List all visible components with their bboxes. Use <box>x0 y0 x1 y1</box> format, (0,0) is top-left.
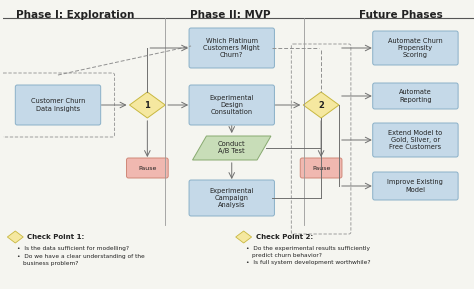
Text: Future Phases: Future Phases <box>359 10 442 20</box>
FancyBboxPatch shape <box>300 158 342 178</box>
Text: •  Is the data sufficient for modelling?: • Is the data sufficient for modelling? <box>17 246 129 251</box>
Text: Pause: Pause <box>138 166 156 171</box>
Text: Improve Existing
Model: Improve Existing Model <box>387 179 443 193</box>
Text: Experimental
Design
Consultation: Experimental Design Consultation <box>210 95 254 115</box>
Text: business problem?: business problem? <box>23 261 79 266</box>
Polygon shape <box>129 92 165 118</box>
Text: predict churn behavior?: predict churn behavior? <box>252 253 321 258</box>
FancyBboxPatch shape <box>373 172 458 200</box>
Text: Automate
Reporting: Automate Reporting <box>399 89 432 103</box>
Polygon shape <box>236 231 252 243</box>
Text: Check Point 1:: Check Point 1: <box>27 234 84 240</box>
FancyBboxPatch shape <box>189 28 274 68</box>
FancyBboxPatch shape <box>127 158 168 178</box>
FancyBboxPatch shape <box>15 85 100 125</box>
Text: Pause: Pause <box>312 166 330 171</box>
Text: 2: 2 <box>318 101 324 110</box>
Text: Customer Churn
Data Insights: Customer Churn Data Insights <box>31 98 85 112</box>
Text: Conduct
A/B Test: Conduct A/B Test <box>218 142 246 155</box>
FancyBboxPatch shape <box>189 180 274 216</box>
Polygon shape <box>303 92 339 118</box>
Text: Which Platinum
Customers Might
Churn?: Which Platinum Customers Might Churn? <box>203 38 260 58</box>
Text: Check Point 2:: Check Point 2: <box>255 234 313 240</box>
Text: •  Is full system development worthwhile?: • Is full system development worthwhile? <box>246 260 370 265</box>
Polygon shape <box>8 231 23 243</box>
Text: •  Do the experimental results sufficiently: • Do the experimental results sufficient… <box>246 246 370 251</box>
Text: Extend Model to
Gold, Silver, or
Free Customers: Extend Model to Gold, Silver, or Free Cu… <box>388 130 443 150</box>
Text: Experimental
Campaign
Analysis: Experimental Campaign Analysis <box>210 188 254 208</box>
FancyBboxPatch shape <box>373 31 458 65</box>
Text: •  Do we have a clear understanding of the: • Do we have a clear understanding of th… <box>17 254 145 259</box>
Text: Phase II: MVP: Phase II: MVP <box>190 10 270 20</box>
Text: 1: 1 <box>145 101 150 110</box>
FancyBboxPatch shape <box>373 123 458 157</box>
Polygon shape <box>192 136 271 160</box>
FancyBboxPatch shape <box>189 85 274 125</box>
Text: Phase I: Exploration: Phase I: Exploration <box>16 10 134 20</box>
Text: Automate Churn
Propensity
Scoring: Automate Churn Propensity Scoring <box>388 38 443 58</box>
FancyBboxPatch shape <box>373 83 458 109</box>
